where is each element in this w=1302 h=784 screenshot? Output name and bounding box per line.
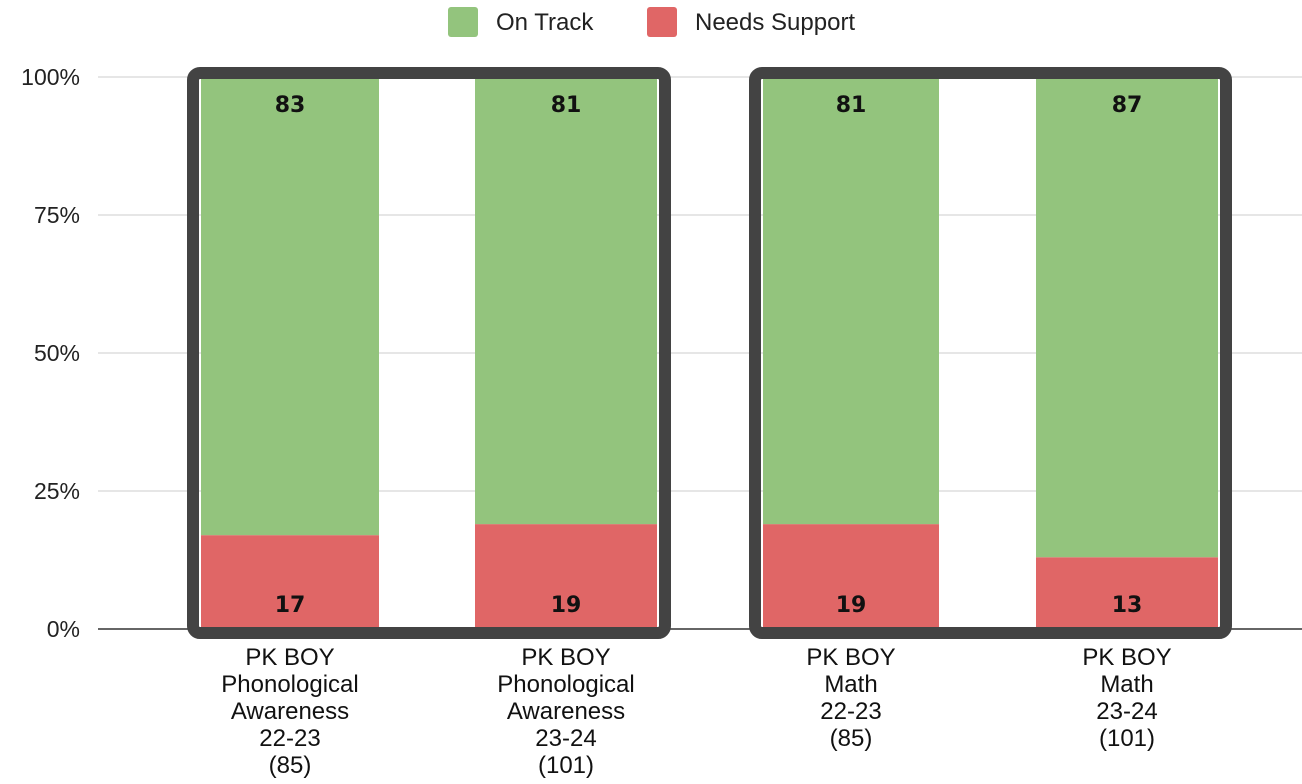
- y-axis-ticks: 0% 25% 50% 75% 100%: [21, 64, 80, 642]
- data-labels: 17 83 19 81 19 81 13 87: [275, 93, 1143, 618]
- x-tick-label-line: Awareness: [231, 698, 349, 725]
- data-label-needs-support: 17: [275, 593, 306, 618]
- x-tick-label: PK BOY Phonological Awareness 22-23 (85): [221, 644, 358, 779]
- y-tick-label: 50%: [34, 340, 80, 366]
- legend-label-needs-support: Needs Support: [695, 9, 855, 36]
- x-tick-label-line: (101): [538, 752, 594, 779]
- x-tick-label: PK BOY Phonological Awareness 23-24 (101): [497, 644, 634, 779]
- bars: [201, 77, 1218, 629]
- bar-segment-needs-support: [1036, 557, 1218, 629]
- y-tick-label: 75%: [34, 202, 80, 228]
- x-tick-label-line: PK BOY: [245, 644, 334, 671]
- bar-segment-on-track: [475, 77, 657, 525]
- x-tick-label-line: Awareness: [507, 698, 625, 725]
- y-tick-label: 0%: [47, 616, 80, 642]
- x-tick-label-line: PK BOY: [806, 644, 895, 671]
- x-tick-label-line: PK BOY: [1082, 644, 1171, 671]
- data-label-on-track: 81: [836, 93, 867, 118]
- data-label-on-track: 83: [275, 93, 306, 118]
- y-tick-label: 100%: [21, 64, 80, 90]
- x-tick-label-line: (101): [1099, 725, 1155, 752]
- bar-segment-on-track: [763, 77, 939, 525]
- x-tick-label-line: PK BOY: [521, 644, 610, 671]
- data-label-on-track: 81: [551, 93, 582, 118]
- x-tick-label-line: 22-23: [259, 725, 320, 752]
- data-label-needs-support: 19: [551, 593, 582, 618]
- x-tick-label-line: Phonological: [221, 671, 358, 698]
- highlight-box: [749, 67, 1232, 639]
- legend-swatch-on-track: [448, 7, 478, 37]
- y-tick-label: 25%: [34, 478, 80, 504]
- bar-segment-needs-support: [201, 535, 379, 629]
- x-tick-label-line: (85): [269, 752, 312, 779]
- x-tick-label: PK BOY Math 22-23 (85): [806, 644, 895, 752]
- x-axis-ticks: PK BOY Phonological Awareness 22-23 (85)PK B…: [221, 644, 1171, 779]
- legend: On Track Needs Support: [448, 7, 855, 37]
- x-tick-label-line: Math: [824, 671, 877, 698]
- bar-segment-needs-support: [475, 524, 657, 629]
- data-label-on-track: 87: [1112, 93, 1143, 118]
- bar-segment-needs-support: [763, 524, 939, 629]
- legend-label-on-track: On Track: [496, 9, 594, 36]
- highlight-box: [187, 67, 671, 639]
- data-label-needs-support: 19: [836, 593, 867, 618]
- bar-segment-on-track: [1036, 77, 1218, 558]
- bar-segment-on-track: [201, 77, 379, 536]
- highlight-boxes: [187, 67, 1232, 639]
- x-tick-label-line: 22-23: [820, 698, 881, 725]
- x-tick-label-line: Phonological: [497, 671, 634, 698]
- data-label-needs-support: 13: [1112, 593, 1143, 618]
- legend-swatch-needs-support: [647, 7, 677, 37]
- x-tick-label-line: 23-24: [1096, 698, 1157, 725]
- x-tick-label-line: Math: [1100, 671, 1153, 698]
- x-tick-label-line: (85): [830, 725, 873, 752]
- x-tick-label-line: 23-24: [535, 725, 596, 752]
- x-tick-label: PK BOY Math 23-24 (101): [1082, 644, 1171, 752]
